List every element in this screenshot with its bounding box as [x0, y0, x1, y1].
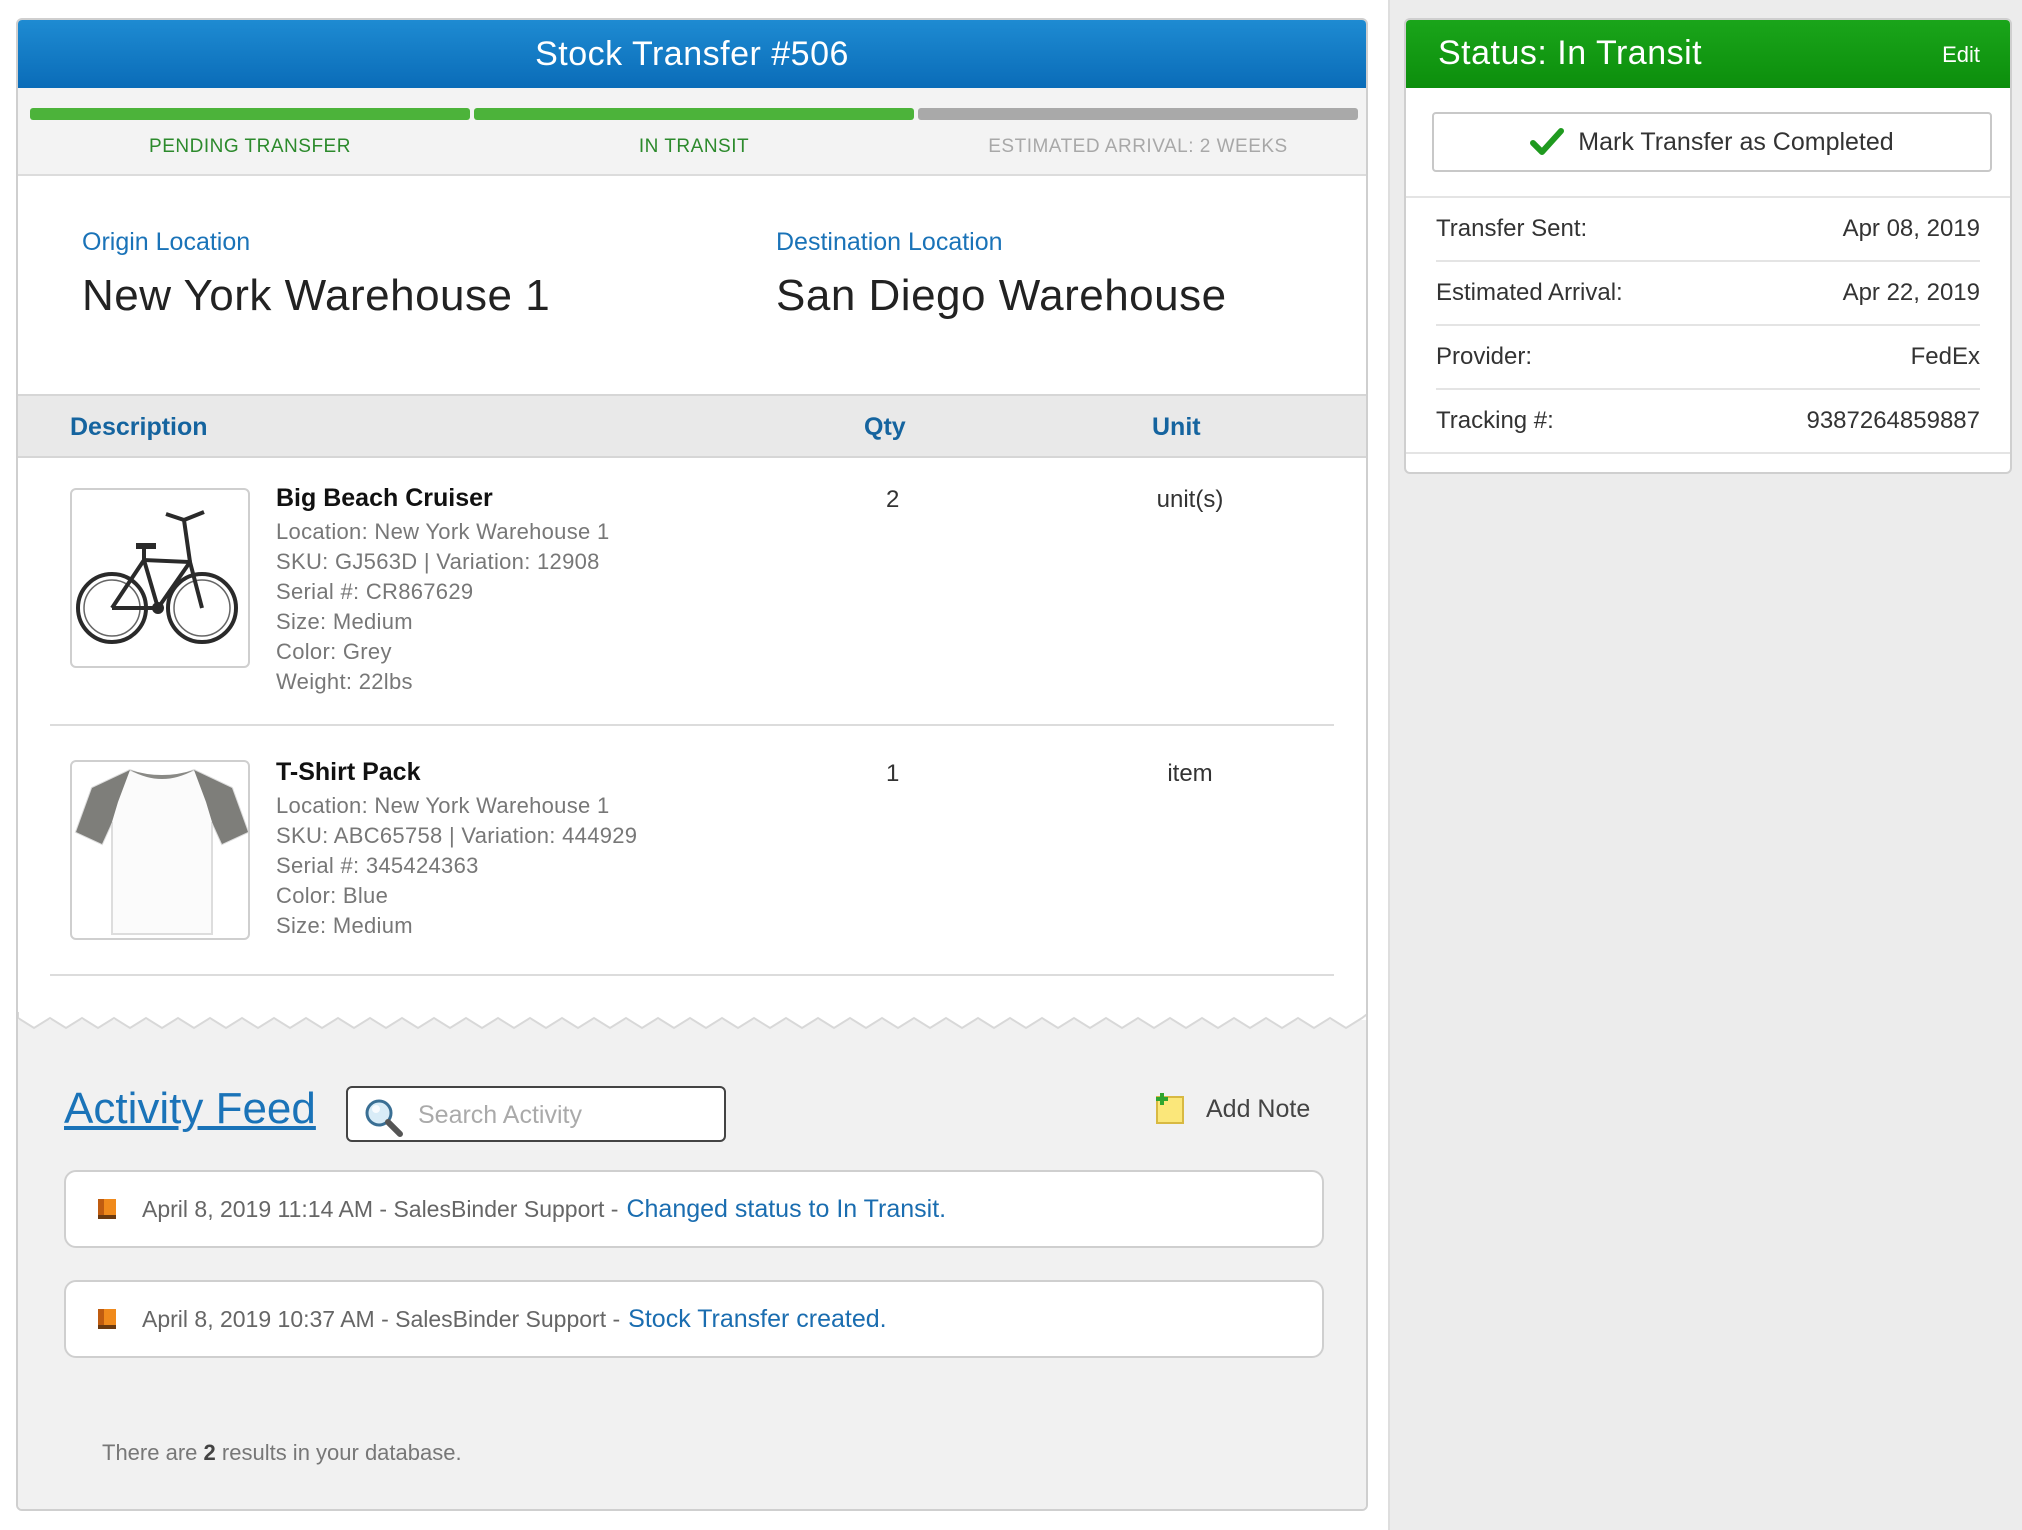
- activity-meta: April 8, 2019 10:37 AM - SalesBinder Sup…: [142, 1305, 621, 1332]
- item-info: Big Beach Cruiser Location: New York War…: [276, 484, 610, 697]
- origin-value: New York Warehouse 1: [82, 271, 551, 320]
- activity-feed-section: Activity Feed Add Note April 8, 2019 11:…: [18, 1012, 1366, 1509]
- progress-tracker: PENDING TRANSFER IN TRANSIT ESTIMATED AR…: [18, 88, 1366, 176]
- item-info: T-Shirt Pack Location: New York Warehous…: [276, 758, 637, 941]
- mark-completed-label: Mark Transfer as Completed: [1578, 127, 1894, 156]
- bicycle-image[interactable]: [70, 488, 250, 668]
- activity-action: Changed status to In Transit.: [626, 1194, 947, 1223]
- progress-step-pending: PENDING TRANSFER: [30, 108, 470, 168]
- zigzag-divider: [18, 1012, 1366, 1030]
- item-weight: Weight: 22lbs: [276, 669, 413, 694]
- progress-label: IN TRANSIT: [638, 136, 750, 157]
- item-name[interactable]: Big Beach Cruiser: [276, 484, 493, 512]
- result-count: 2: [203, 1440, 216, 1465]
- table-row: T-Shirt Pack Location: New York Warehous…: [50, 726, 1334, 976]
- info-label: Estimated Arrival:: [1436, 279, 1623, 306]
- tshirt-image[interactable]: [70, 760, 250, 940]
- result-suffix: results in your database.: [221, 1440, 462, 1465]
- items-table-header: Description Qty Unit: [18, 396, 1366, 458]
- info-value: Apr 22, 2019: [1842, 279, 1980, 306]
- progress-bar: [918, 108, 1358, 120]
- item-color: Color: Blue: [276, 883, 389, 908]
- description-header: Description: [70, 413, 208, 441]
- transfer-sent-row: Transfer Sent: Apr 08, 2019: [1436, 198, 1980, 262]
- checkmark-icon: [1530, 128, 1565, 155]
- item-qty: 1: [886, 760, 900, 787]
- item-sku: SKU: GJ563D | Variation: 12908: [276, 549, 600, 574]
- provider-row: Provider: FedEx: [1436, 326, 1980, 390]
- activity-feed-title[interactable]: Activity Feed: [64, 1084, 316, 1133]
- activity-meta: April 8, 2019 11:14 AM - SalesBinder Sup…: [142, 1195, 619, 1222]
- activity-entry: April 8, 2019 11:14 AM - SalesBinder Sup…: [64, 1170, 1324, 1248]
- tracking-number-row: Tracking #: 9387264859887: [1406, 390, 2010, 454]
- result-count-text: There are 2 results in your database.: [102, 1440, 462, 1466]
- info-value: 9387264859887: [1806, 407, 1980, 434]
- progress-label: ESTIMATED ARRIVAL: 2 WEEKS: [988, 136, 1288, 157]
- item-size: Size: Medium: [276, 609, 413, 634]
- bicycle-icon: [76, 510, 238, 644]
- item-name[interactable]: T-Shirt Pack: [276, 758, 421, 786]
- table-row: Big Beach Cruiser Location: New York War…: [50, 458, 1334, 726]
- item-size: Size: Medium: [276, 913, 413, 938]
- item-location: Location: New York Warehouse 1: [276, 793, 610, 818]
- stock-transfer-card: Stock Transfer #506 PENDING TRANSFER IN …: [16, 18, 1368, 1511]
- activity-action: Stock Transfer created.: [628, 1304, 887, 1333]
- item-unit: item: [1167, 760, 1213, 787]
- origin-location: Origin Location New York Warehouse 1: [82, 228, 550, 321]
- info-label: Provider:: [1436, 343, 1533, 370]
- activity-entry: April 8, 2019 10:37 AM - SalesBinder Sup…: [64, 1280, 1324, 1358]
- unit-header: Unit: [1152, 413, 1201, 441]
- item-location: Location: New York Warehouse 1: [276, 519, 610, 544]
- search-activity-input[interactable]: [418, 1098, 708, 1132]
- destination-value: San Diego Warehouse: [776, 271, 1227, 320]
- locations-section: Origin Location New York Warehouse 1 Des…: [18, 176, 1366, 396]
- search-icon: [365, 1099, 403, 1137]
- add-note-button[interactable]: Add Note: [1154, 1092, 1310, 1126]
- info-label: Tracking #:: [1436, 407, 1554, 434]
- item-qty: 2: [886, 486, 900, 513]
- transfer-info-list: Transfer Sent: Apr 08, 2019 Estimated Ar…: [1406, 196, 2010, 454]
- result-prefix: There are: [102, 1440, 198, 1465]
- page-title: Stock Transfer #506: [18, 20, 1366, 88]
- progress-bar: [30, 108, 470, 120]
- search-activity-box[interactable]: [346, 1086, 726, 1142]
- item-serial: Serial #: 345424363: [276, 853, 479, 878]
- status-header: Status: In Transit Edit: [1406, 20, 2010, 88]
- edit-status-link[interactable]: Edit: [1942, 42, 1980, 67]
- estimated-arrival-row: Estimated Arrival: Apr 22, 2019: [1436, 262, 1980, 326]
- activity-bullet-icon: [98, 1309, 116, 1329]
- progress-label: PENDING TRANSFER: [149, 136, 351, 157]
- add-note-label: Add Note: [1206, 1094, 1311, 1123]
- destination-location: Destination Location San Diego Warehouse: [776, 228, 1227, 321]
- destination-label: Destination Location: [776, 228, 1003, 256]
- activity-bullet-icon: [98, 1199, 116, 1219]
- info-label: Transfer Sent:: [1436, 215, 1588, 242]
- progress-step-estimated-arrival: ESTIMATED ARRIVAL: 2 WEEKS: [918, 108, 1358, 168]
- item-unit: unit(s): [1156, 486, 1224, 513]
- status-panel: Status: In Transit Edit Mark Transfer as…: [1404, 18, 2012, 474]
- info-value: FedEx: [1910, 343, 1980, 370]
- info-value: Apr 08, 2019: [1842, 215, 1980, 242]
- item-color: Color: Grey: [276, 639, 392, 664]
- mark-completed-button[interactable]: Mark Transfer as Completed: [1432, 112, 1992, 172]
- status-title: Status: In Transit: [1438, 34, 1703, 72]
- qty-header: Qty: [864, 413, 906, 441]
- tshirt-icon: [74, 768, 248, 935]
- progress-step-in-transit: IN TRANSIT: [474, 108, 914, 168]
- add-note-icon: [1156, 1093, 1184, 1124]
- progress-bar: [474, 108, 914, 120]
- item-sku: SKU: ABC65758 | Variation: 444929: [276, 823, 638, 848]
- origin-label: Origin Location: [82, 228, 251, 256]
- item-serial: Serial #: CR867629: [276, 579, 474, 604]
